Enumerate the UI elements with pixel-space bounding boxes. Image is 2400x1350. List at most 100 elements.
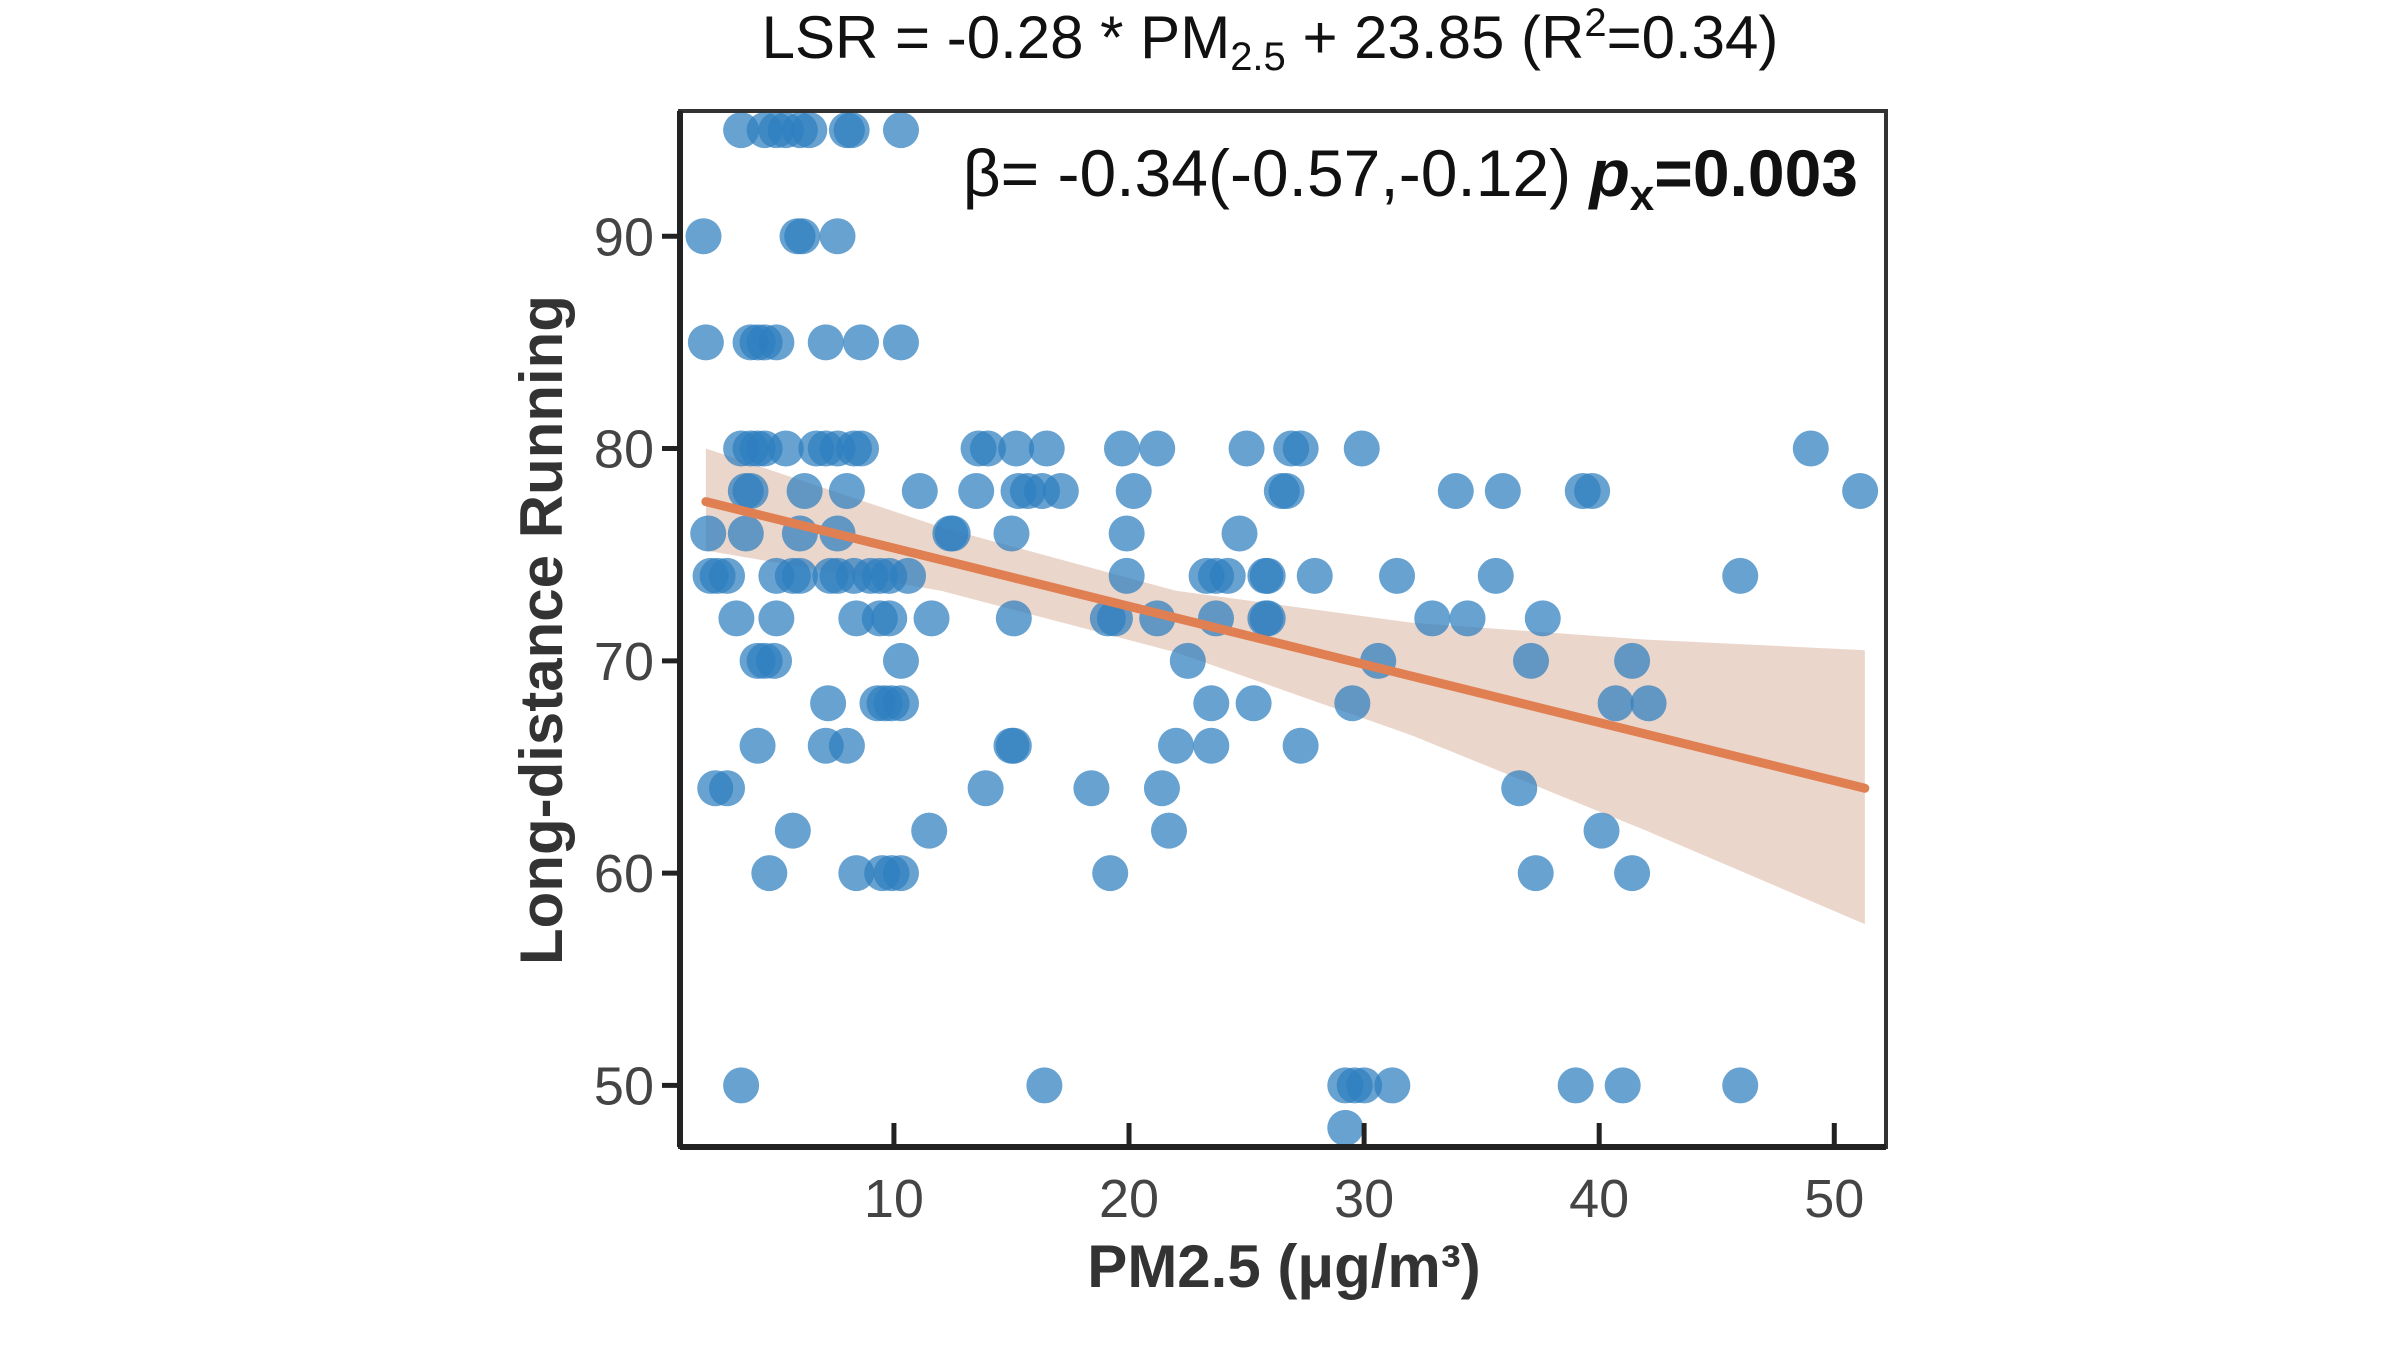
data-point bbox=[1249, 600, 1286, 637]
data-point bbox=[1630, 685, 1667, 722]
data-point bbox=[843, 324, 880, 361]
data-point bbox=[1842, 473, 1879, 510]
data-point bbox=[1583, 812, 1620, 849]
data-point bbox=[882, 642, 919, 679]
data-point bbox=[1574, 473, 1611, 510]
data-point bbox=[838, 855, 875, 892]
data-point bbox=[1282, 430, 1319, 467]
data-point bbox=[911, 812, 948, 849]
data-point bbox=[995, 727, 1032, 764]
data-point bbox=[1501, 770, 1538, 807]
data-point bbox=[1209, 557, 1246, 594]
data-point bbox=[1169, 642, 1206, 679]
data-point bbox=[723, 1067, 760, 1104]
data-point bbox=[1143, 770, 1180, 807]
data-point bbox=[1268, 473, 1305, 510]
regression-annotation: β= -0.34(-0.57,-0.12) px=0.003 bbox=[963, 136, 1858, 220]
data-point bbox=[882, 855, 919, 892]
data-point bbox=[1150, 812, 1187, 849]
y-tick-label: 50 bbox=[594, 1056, 654, 1116]
y-tick-label: 80 bbox=[594, 420, 654, 480]
data-point bbox=[1235, 685, 1272, 722]
x-tick-label: 50 bbox=[1804, 1169, 1864, 1229]
x-tick-label: 10 bbox=[864, 1169, 924, 1229]
confidence-band bbox=[705, 448, 1865, 925]
data-point bbox=[1524, 600, 1561, 637]
data-point bbox=[1193, 727, 1230, 764]
data-point bbox=[1484, 473, 1521, 510]
data-point bbox=[1103, 430, 1140, 467]
data-point bbox=[967, 770, 1004, 807]
data-point bbox=[784, 218, 821, 255]
data-point bbox=[810, 685, 847, 722]
data-point bbox=[1346, 1067, 1383, 1104]
data-point bbox=[732, 473, 769, 510]
data-point bbox=[958, 473, 995, 510]
data-point bbox=[1614, 855, 1651, 892]
data-point bbox=[1115, 473, 1152, 510]
data-point bbox=[890, 557, 927, 594]
data-point bbox=[687, 324, 724, 361]
data-point bbox=[1073, 770, 1110, 807]
data-point bbox=[1028, 430, 1065, 467]
data-point bbox=[828, 473, 865, 510]
data-point bbox=[1139, 430, 1176, 467]
data-point bbox=[993, 515, 1030, 552]
data-point bbox=[685, 218, 722, 255]
data-point bbox=[1437, 473, 1474, 510]
x-tick-label: 40 bbox=[1569, 1169, 1629, 1229]
chart-title: LSR = -0.28 * PM2.5 + 23.85 (R2=0.34) bbox=[762, 1, 1779, 79]
data-point bbox=[1374, 1067, 1411, 1104]
data-point bbox=[727, 515, 764, 552]
data-point bbox=[1193, 685, 1230, 722]
y-axis-label: Long-distance Running bbox=[508, 295, 575, 965]
data-point bbox=[882, 112, 919, 149]
y-tick-label: 60 bbox=[594, 844, 654, 904]
data-point bbox=[781, 557, 818, 594]
data-point bbox=[709, 557, 746, 594]
data-point bbox=[969, 430, 1006, 467]
data-point bbox=[998, 430, 1035, 467]
data-point bbox=[1597, 685, 1634, 722]
data-point bbox=[1449, 600, 1486, 637]
data-point bbox=[739, 727, 776, 764]
data-point bbox=[718, 600, 755, 637]
data-point bbox=[758, 600, 795, 637]
x-tick-label: 20 bbox=[1099, 1169, 1159, 1229]
data-point bbox=[758, 324, 795, 361]
data-point bbox=[1722, 557, 1759, 594]
x-tick-label: 30 bbox=[1334, 1169, 1394, 1229]
data-point bbox=[751, 855, 788, 892]
data-point bbox=[1282, 727, 1319, 764]
data-point bbox=[828, 727, 865, 764]
data-point bbox=[843, 430, 880, 467]
data-point bbox=[807, 324, 844, 361]
data-point bbox=[756, 642, 793, 679]
data-point bbox=[1379, 557, 1416, 594]
data-point bbox=[1343, 430, 1380, 467]
data-point bbox=[774, 812, 811, 849]
data-point bbox=[1108, 557, 1145, 594]
y-tick-label: 70 bbox=[594, 632, 654, 692]
data-point bbox=[1108, 515, 1145, 552]
data-point bbox=[791, 112, 828, 149]
data-point bbox=[1158, 727, 1195, 764]
data-point bbox=[871, 600, 908, 637]
data-point bbox=[786, 473, 823, 510]
data-point bbox=[1614, 642, 1651, 679]
data-point bbox=[1604, 1067, 1641, 1104]
data-point bbox=[709, 770, 746, 807]
data-point bbox=[1228, 430, 1265, 467]
data-point bbox=[1513, 642, 1550, 679]
data-point bbox=[1414, 600, 1451, 637]
x-axis-label: PM2.5 (μg/m³) bbox=[1087, 1233, 1480, 1300]
data-point bbox=[901, 473, 938, 510]
data-point bbox=[1557, 1067, 1594, 1104]
data-point bbox=[1722, 1067, 1759, 1104]
data-point bbox=[833, 112, 870, 149]
data-point bbox=[995, 600, 1032, 637]
plot-area: 10 20 30 40 50 50 60 70 80 90 bbox=[594, 109, 1888, 1229]
data-point bbox=[1042, 473, 1079, 510]
data-point bbox=[882, 324, 919, 361]
